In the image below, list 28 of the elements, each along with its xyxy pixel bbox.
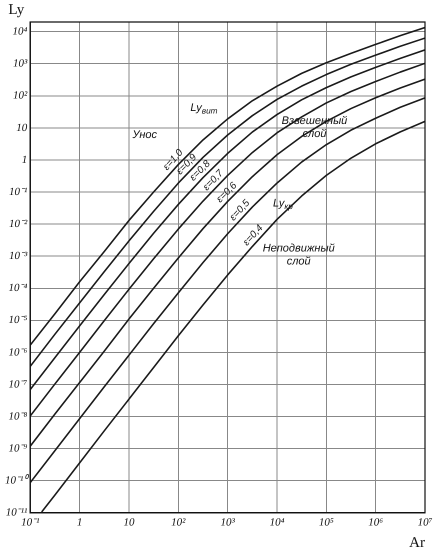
- x-tick-label: 10²: [171, 516, 186, 528]
- y-tick-label: 10⁻⁷: [8, 378, 28, 390]
- x-tick-label: 10⁴: [270, 516, 285, 528]
- y-tick-label: 10⁻⁶: [8, 346, 28, 358]
- y-tick-label: 10⁻¹: [8, 186, 28, 198]
- y-tick-label: 10⁻⁸: [8, 410, 28, 422]
- y-tick-label: 10²: [12, 90, 28, 102]
- x-tick-label: 10⁷: [418, 516, 433, 528]
- y-tick-label: 1: [22, 154, 28, 166]
- y-tick-label: 10: [16, 122, 28, 134]
- y-tick-label: 10⁻¹⁰: [4, 474, 30, 487]
- x-tick-label: 10: [123, 516, 135, 528]
- y-tick-label: 10⁻⁴: [8, 282, 28, 294]
- y-tick-label: 10⁴: [12, 26, 28, 38]
- annotation: Неподвижный слой: [262, 242, 335, 268]
- annotation: Унос: [131, 128, 158, 141]
- x-axis-title: Ar: [409, 534, 426, 551]
- y-tick-label: 10³: [12, 58, 28, 70]
- x-tick-label: 10³: [220, 516, 236, 528]
- y-axis-title: Ly: [8, 2, 25, 18]
- y-tick-label: 10⁻¹¹: [6, 506, 28, 519]
- y-tick-label: 10⁻³: [8, 250, 28, 262]
- x-tick-label: 10⁶: [368, 516, 384, 528]
- y-tick-label: 10⁻²: [8, 218, 28, 230]
- x-tick-label: 10⁵: [318, 516, 334, 528]
- y-tick-label: 10⁻⁹: [8, 442, 28, 455]
- x-tick-label: 1: [76, 516, 82, 528]
- y-tick-label: 10⁻⁵: [8, 314, 28, 326]
